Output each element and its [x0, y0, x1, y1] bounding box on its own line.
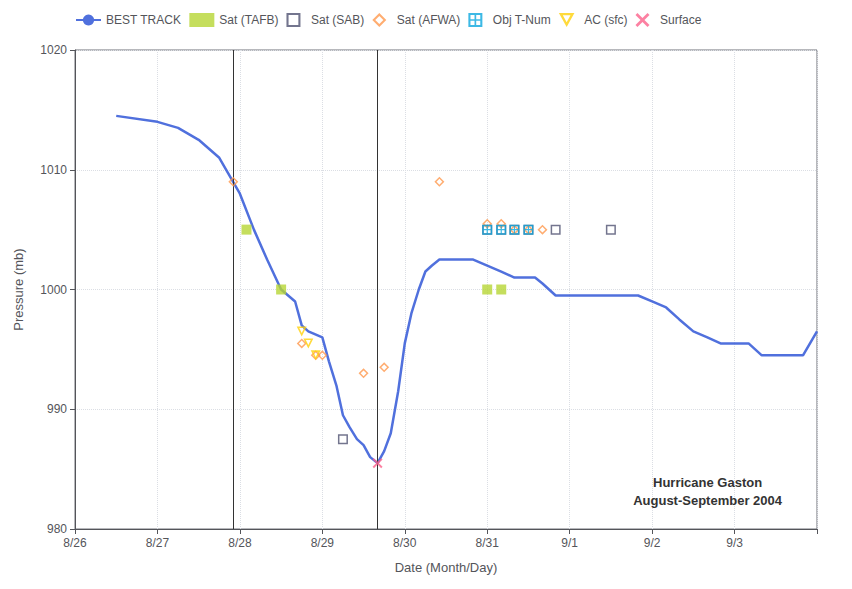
svg-text:980: 980	[47, 522, 67, 536]
svg-text:8/28: 8/28	[228, 536, 252, 550]
svg-text:8/30: 8/30	[393, 536, 417, 550]
svg-text:Hurricane Gaston: Hurricane Gaston	[653, 475, 762, 490]
svg-text:Sat (AFWA): Sat (AFWA)	[397, 13, 461, 27]
svg-text:990: 990	[47, 402, 67, 416]
svg-text:BEST TRACK: BEST TRACK	[106, 13, 181, 27]
svg-text:Pressure (mb): Pressure (mb)	[11, 248, 26, 330]
svg-text:1000: 1000	[40, 283, 67, 297]
svg-text:8/31: 8/31	[476, 536, 500, 550]
svg-text:Surface: Surface	[660, 13, 702, 27]
svg-text:8/27: 8/27	[146, 536, 170, 550]
svg-text:1010: 1010	[40, 163, 67, 177]
svg-text:Sat (TAFB): Sat (TAFB)	[219, 13, 278, 27]
svg-text:1020: 1020	[40, 43, 67, 57]
svg-text:8/26: 8/26	[63, 536, 87, 550]
svg-text:8/29: 8/29	[311, 536, 335, 550]
svg-text:9/2: 9/2	[644, 536, 661, 550]
svg-text:Date (Month/Day): Date (Month/Day)	[395, 560, 498, 575]
svg-text:Obj T-Num: Obj T-Num	[493, 13, 551, 27]
svg-text:9/3: 9/3	[726, 536, 743, 550]
svg-text:AC (sfc): AC (sfc)	[584, 13, 627, 27]
svg-text:Sat (SAB): Sat (SAB)	[311, 13, 364, 27]
svg-text:August-September 2004: August-September 2004	[633, 493, 783, 508]
svg-text:9/1: 9/1	[561, 536, 578, 550]
